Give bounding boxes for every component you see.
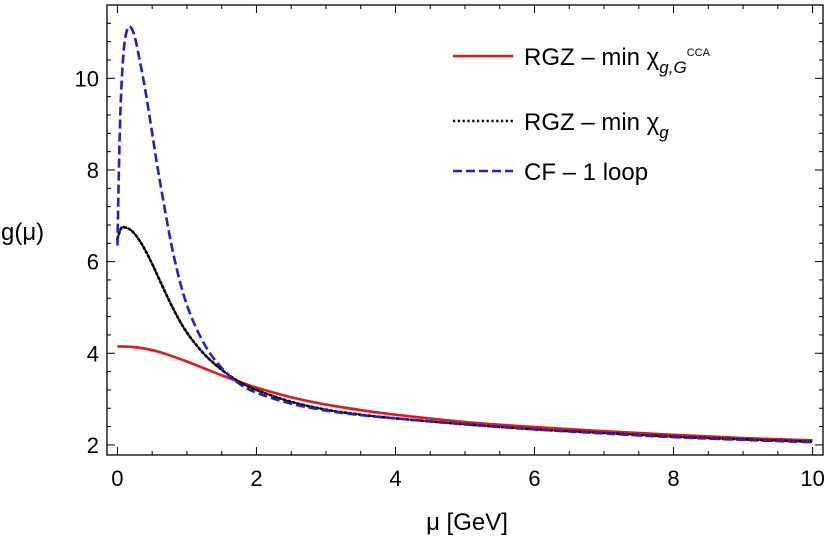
- series-layer: [116, 25, 814, 444]
- ticks-layer: [107, 4, 823, 455]
- y-tick-label: 2: [87, 433, 99, 458]
- x-tick-label: 6: [528, 466, 540, 491]
- x-tick-label: 0: [111, 466, 123, 491]
- series-line-3: [116, 25, 813, 444]
- x-tick-label: 2: [250, 466, 262, 491]
- x-tick-label: 10: [800, 466, 824, 491]
- y-axis-label: g(μ): [1, 219, 44, 246]
- x-axis-label: μ [GeV]: [426, 509, 508, 536]
- y-tick-label: 10: [75, 66, 99, 91]
- y-tick-label: 6: [87, 250, 99, 275]
- legend-label-2: RGZ – min χg: [524, 109, 669, 142]
- series-line-1: [117, 345, 813, 442]
- y-tick-label: 8: [87, 158, 99, 183]
- legend: RGZ – min χg,GCCA RGZ – min χg CF – 1 loop: [453, 44, 711, 186]
- y-tick-label: 4: [87, 341, 99, 366]
- x-tick-label: 4: [389, 466, 401, 491]
- legend-label-1: RGZ – min χg,GCCA: [524, 44, 711, 77]
- legend-label-3: CF – 1 loop: [524, 159, 648, 186]
- x-tick-label: 8: [667, 466, 679, 491]
